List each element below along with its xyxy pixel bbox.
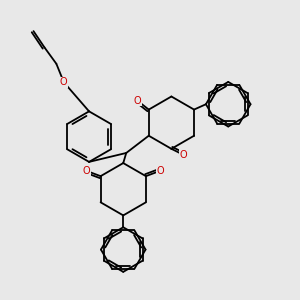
Text: O: O [134,96,141,106]
Text: O: O [156,166,164,176]
Text: O: O [82,166,90,176]
Text: O: O [179,150,187,160]
Text: O: O [60,77,68,87]
